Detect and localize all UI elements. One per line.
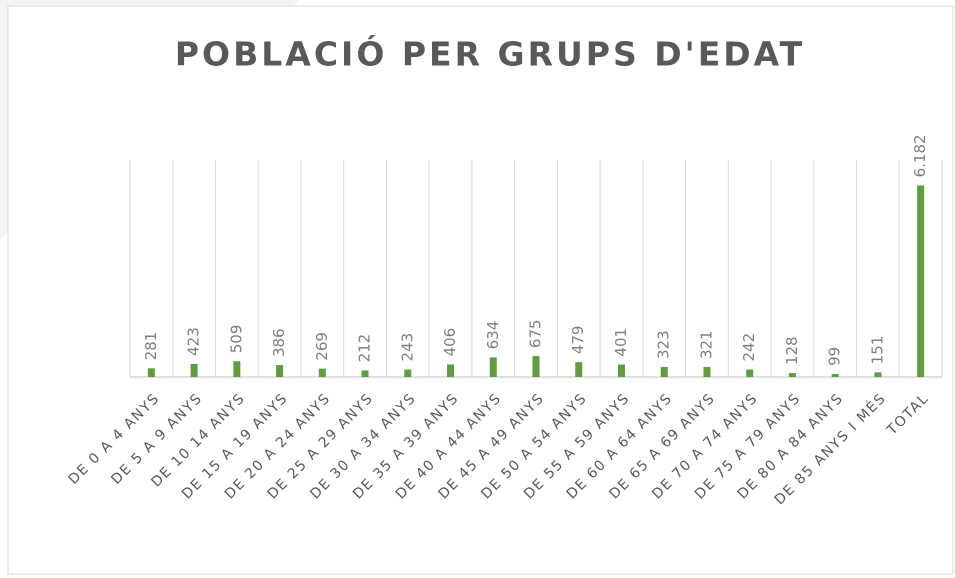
bar xyxy=(788,373,796,377)
bar xyxy=(489,357,497,377)
value-label: 99 xyxy=(826,347,844,366)
bar xyxy=(147,368,155,377)
bar xyxy=(276,365,284,377)
value-label: 321 xyxy=(697,330,715,359)
value-label: 423 xyxy=(185,327,203,356)
bar xyxy=(575,362,583,377)
chart-title: POBLACIÓ PER GRUPS D'EDAT xyxy=(175,34,805,74)
value-label: 281 xyxy=(142,332,160,361)
bar xyxy=(617,364,625,377)
bar xyxy=(660,366,668,377)
value-label: 6.182 xyxy=(911,134,929,177)
chart-frame xyxy=(7,5,954,575)
value-label: 675 xyxy=(527,319,545,348)
bar xyxy=(703,367,711,377)
bar xyxy=(746,369,754,377)
value-label: 634 xyxy=(484,321,502,350)
bar xyxy=(233,361,241,377)
value-label: 509 xyxy=(227,325,245,354)
bar xyxy=(917,185,925,377)
bar xyxy=(874,372,882,377)
bar xyxy=(318,368,326,377)
value-label: 242 xyxy=(740,333,758,362)
value-label: 269 xyxy=(313,332,331,361)
bar xyxy=(532,356,540,377)
value-label: 386 xyxy=(270,328,288,357)
value-label: 323 xyxy=(655,330,673,359)
bar xyxy=(190,363,198,377)
value-label: 479 xyxy=(569,326,587,355)
value-label: 406 xyxy=(441,328,459,357)
value-label: 212 xyxy=(356,334,374,363)
bar xyxy=(447,364,455,377)
value-label: 128 xyxy=(783,336,801,365)
value-label: 243 xyxy=(398,333,416,362)
value-label: 151 xyxy=(868,336,886,365)
bar xyxy=(361,370,369,377)
bar xyxy=(404,369,412,377)
value-label: 401 xyxy=(612,328,630,357)
bar xyxy=(831,373,839,377)
